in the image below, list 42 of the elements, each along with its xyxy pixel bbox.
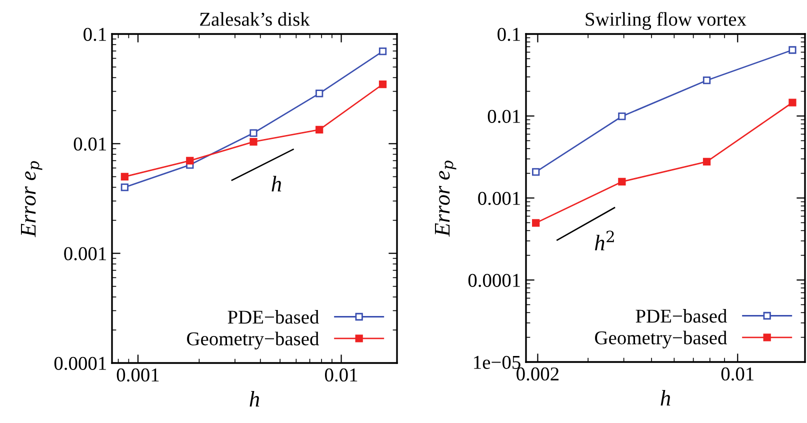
- x-tick-label: 0.002: [516, 367, 559, 381]
- point: [618, 112, 626, 120]
- y-tick-label: 0.1: [84, 28, 106, 42]
- annotation: h: [272, 176, 282, 192]
- point: [618, 178, 626, 186]
- x-tick-label: 0.01: [324, 368, 358, 382]
- point: [250, 129, 258, 137]
- point: [316, 126, 324, 134]
- point: [120, 172, 128, 180]
- point: [532, 219, 540, 227]
- y-axis-title: Error e$_{p}$: [21, 161, 42, 238]
- y-tick-label: 0.0001: [54, 356, 106, 370]
- chart-title: Zalesak’s disk: [200, 12, 310, 26]
- point: [186, 156, 194, 164]
- x-tick-label: 0.001: [116, 368, 159, 382]
- point: [378, 48, 387, 56]
- y-tick-label: 0.01: [74, 137, 106, 151]
- y-tick-label: 0.01: [488, 110, 520, 124]
- chart-title: Swirling flow vortex: [586, 12, 746, 30]
- point: [788, 46, 796, 54]
- legend-label: PDE−based: [228, 310, 319, 324]
- y-tick-label: 0.001: [64, 247, 106, 260]
- legend-label: Geometry−based: [187, 332, 319, 350]
- y-tick-label: 0.001: [478, 192, 520, 206]
- y-tick-label: 0.1: [498, 28, 520, 42]
- point: [120, 183, 128, 192]
- point: [788, 98, 796, 106]
- y-tick-label: 1e−05: [474, 356, 520, 369]
- y-tick-label: 0.0001: [468, 274, 520, 288]
- x-tick-label: 0.01: [721, 367, 754, 381]
- x-axis-title: h: [250, 391, 260, 406]
- point: [378, 80, 387, 88]
- point: [532, 168, 540, 176]
- legend-label: PDE−based: [636, 309, 727, 323]
- point: [250, 138, 258, 146]
- y-axis-title: Error e$_{p}$: [435, 160, 456, 237]
- annotation: h$^{2}$: [594, 230, 614, 250]
- point: [702, 76, 711, 84]
- point: [702, 158, 711, 166]
- legend-label: Geometry−based: [595, 330, 727, 348]
- point: [316, 90, 324, 98]
- x-axis-title: h: [660, 390, 670, 406]
